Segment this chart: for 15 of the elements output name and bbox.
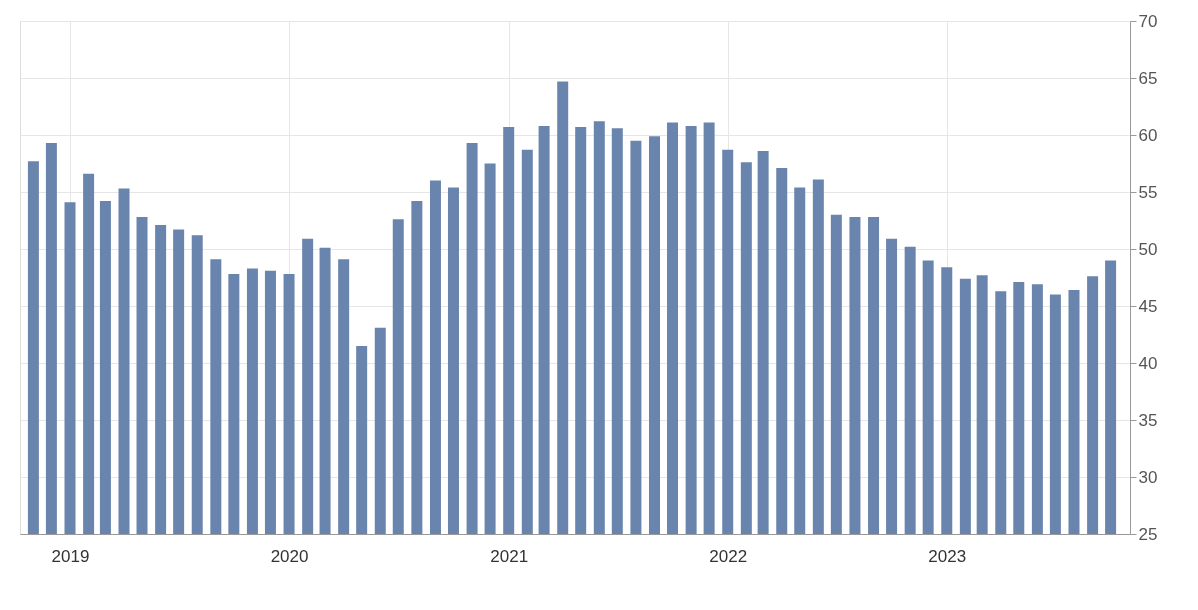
y-tick-label: 55 xyxy=(1138,182,1158,202)
y-tick-label: 40 xyxy=(1138,353,1158,373)
y-tick-label: 60 xyxy=(1138,125,1158,145)
y-tick-label: 45 xyxy=(1138,296,1158,316)
x-tick-label: 2019 xyxy=(51,546,90,566)
y-tick-label: 70 xyxy=(1138,11,1158,31)
y-tick-label: 30 xyxy=(1138,467,1158,487)
y-tick-label: 65 xyxy=(1138,68,1158,88)
x-tick-label: 2023 xyxy=(928,546,967,566)
x-tick-label: 2021 xyxy=(490,546,529,566)
y-tick-label: 50 xyxy=(1138,239,1158,259)
y-tick-label: 35 xyxy=(1138,410,1158,430)
x-tick-label: 2020 xyxy=(270,546,309,566)
y-tick-label: 25 xyxy=(1138,524,1158,544)
x-tick-label: 2022 xyxy=(709,546,748,566)
